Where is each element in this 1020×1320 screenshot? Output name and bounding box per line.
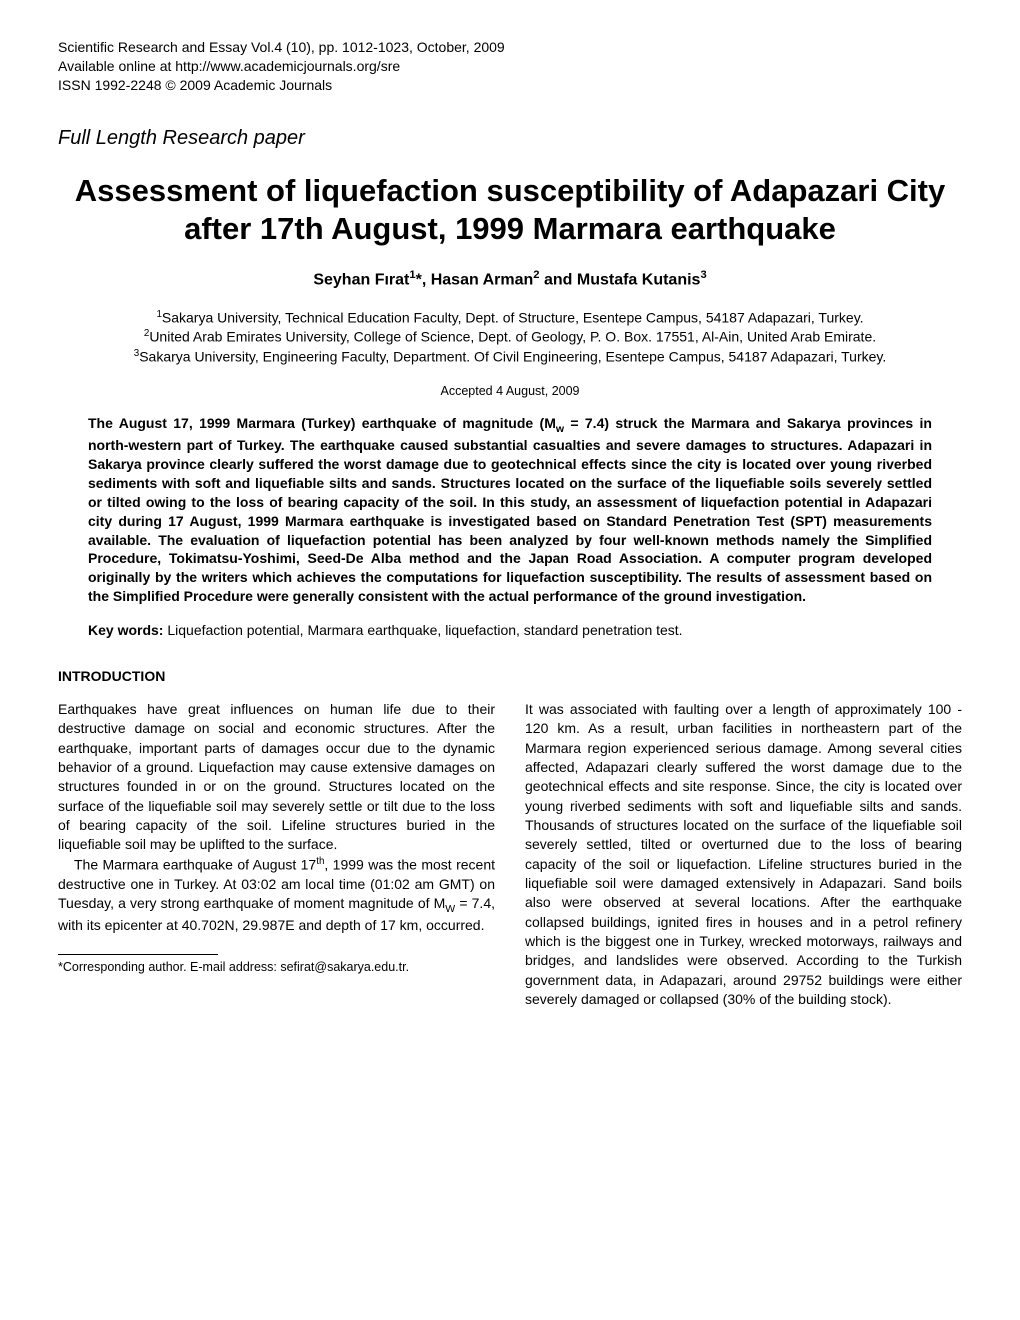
- author-1-mark: *,: [416, 272, 431, 289]
- journal-header: Scientific Research and Essay Vol.4 (10)…: [58, 38, 962, 95]
- accepted-date: Accepted 4 August, 2009: [58, 384, 962, 398]
- abstract-text: The August 17, 1999 Marmara (Turkey) ear…: [58, 414, 962, 606]
- affiliation-2: 2United Arab Emirates University, Colleg…: [58, 327, 962, 347]
- col2-para1: It was associated with faulting over a l…: [525, 700, 962, 1009]
- journal-issn: ISSN 1992-2248 © 2009 Academic Journals: [58, 76, 962, 95]
- col1-para2: The Marmara earthquake of August 17th, 1…: [58, 855, 495, 936]
- keywords-text: Liquefaction potential, Marmara earthqua…: [167, 622, 682, 638]
- author-1: Seyhan Fırat: [313, 272, 409, 289]
- keywords-line: Key words: Liquefaction potential, Marma…: [58, 622, 962, 638]
- section-introduction: INTRODUCTION: [58, 668, 962, 684]
- author-3: Mustafa Kutanis: [577, 272, 701, 289]
- column-right: It was associated with faulting over a l…: [525, 700, 962, 1009]
- keywords-label: Key words:: [88, 622, 167, 638]
- affiliation-3: 3Sakarya University, Engineering Faculty…: [58, 347, 962, 367]
- affiliations-block: 1Sakarya University, Technical Education…: [58, 308, 962, 367]
- column-left: Earthquakes have great influences on hum…: [58, 700, 495, 1009]
- paper-title: Assessment of liquefaction susceptibilit…: [58, 172, 962, 250]
- paper-type-label: Full Length Research paper: [58, 127, 962, 150]
- abstract-sub: w: [556, 423, 564, 435]
- body-columns: Earthquakes have great influences on hum…: [58, 700, 962, 1009]
- journal-ref: Scientific Research and Essay Vol.4 (10)…: [58, 38, 962, 57]
- authors-conj: and: [540, 272, 577, 289]
- col1-para2-sub: W: [445, 903, 455, 915]
- footnote-separator: [58, 954, 218, 955]
- affiliation-1: 1Sakarya University, Technical Education…: [58, 308, 962, 328]
- col1-para1: Earthquakes have great influences on hum…: [58, 700, 495, 855]
- author-2: Hasan Arman: [431, 272, 534, 289]
- journal-url: Available online at http://www.academicj…: [58, 57, 962, 76]
- author-3-sup: 3: [700, 269, 706, 281]
- corresponding-author-footnote: *Corresponding author. E-mail address: s…: [58, 959, 495, 975]
- page-container: Scientific Research and Essay Vol.4 (10)…: [0, 0, 1020, 1320]
- authors-line: Seyhan Fırat1*, Hasan Arman2 and Mustafa…: [58, 269, 962, 289]
